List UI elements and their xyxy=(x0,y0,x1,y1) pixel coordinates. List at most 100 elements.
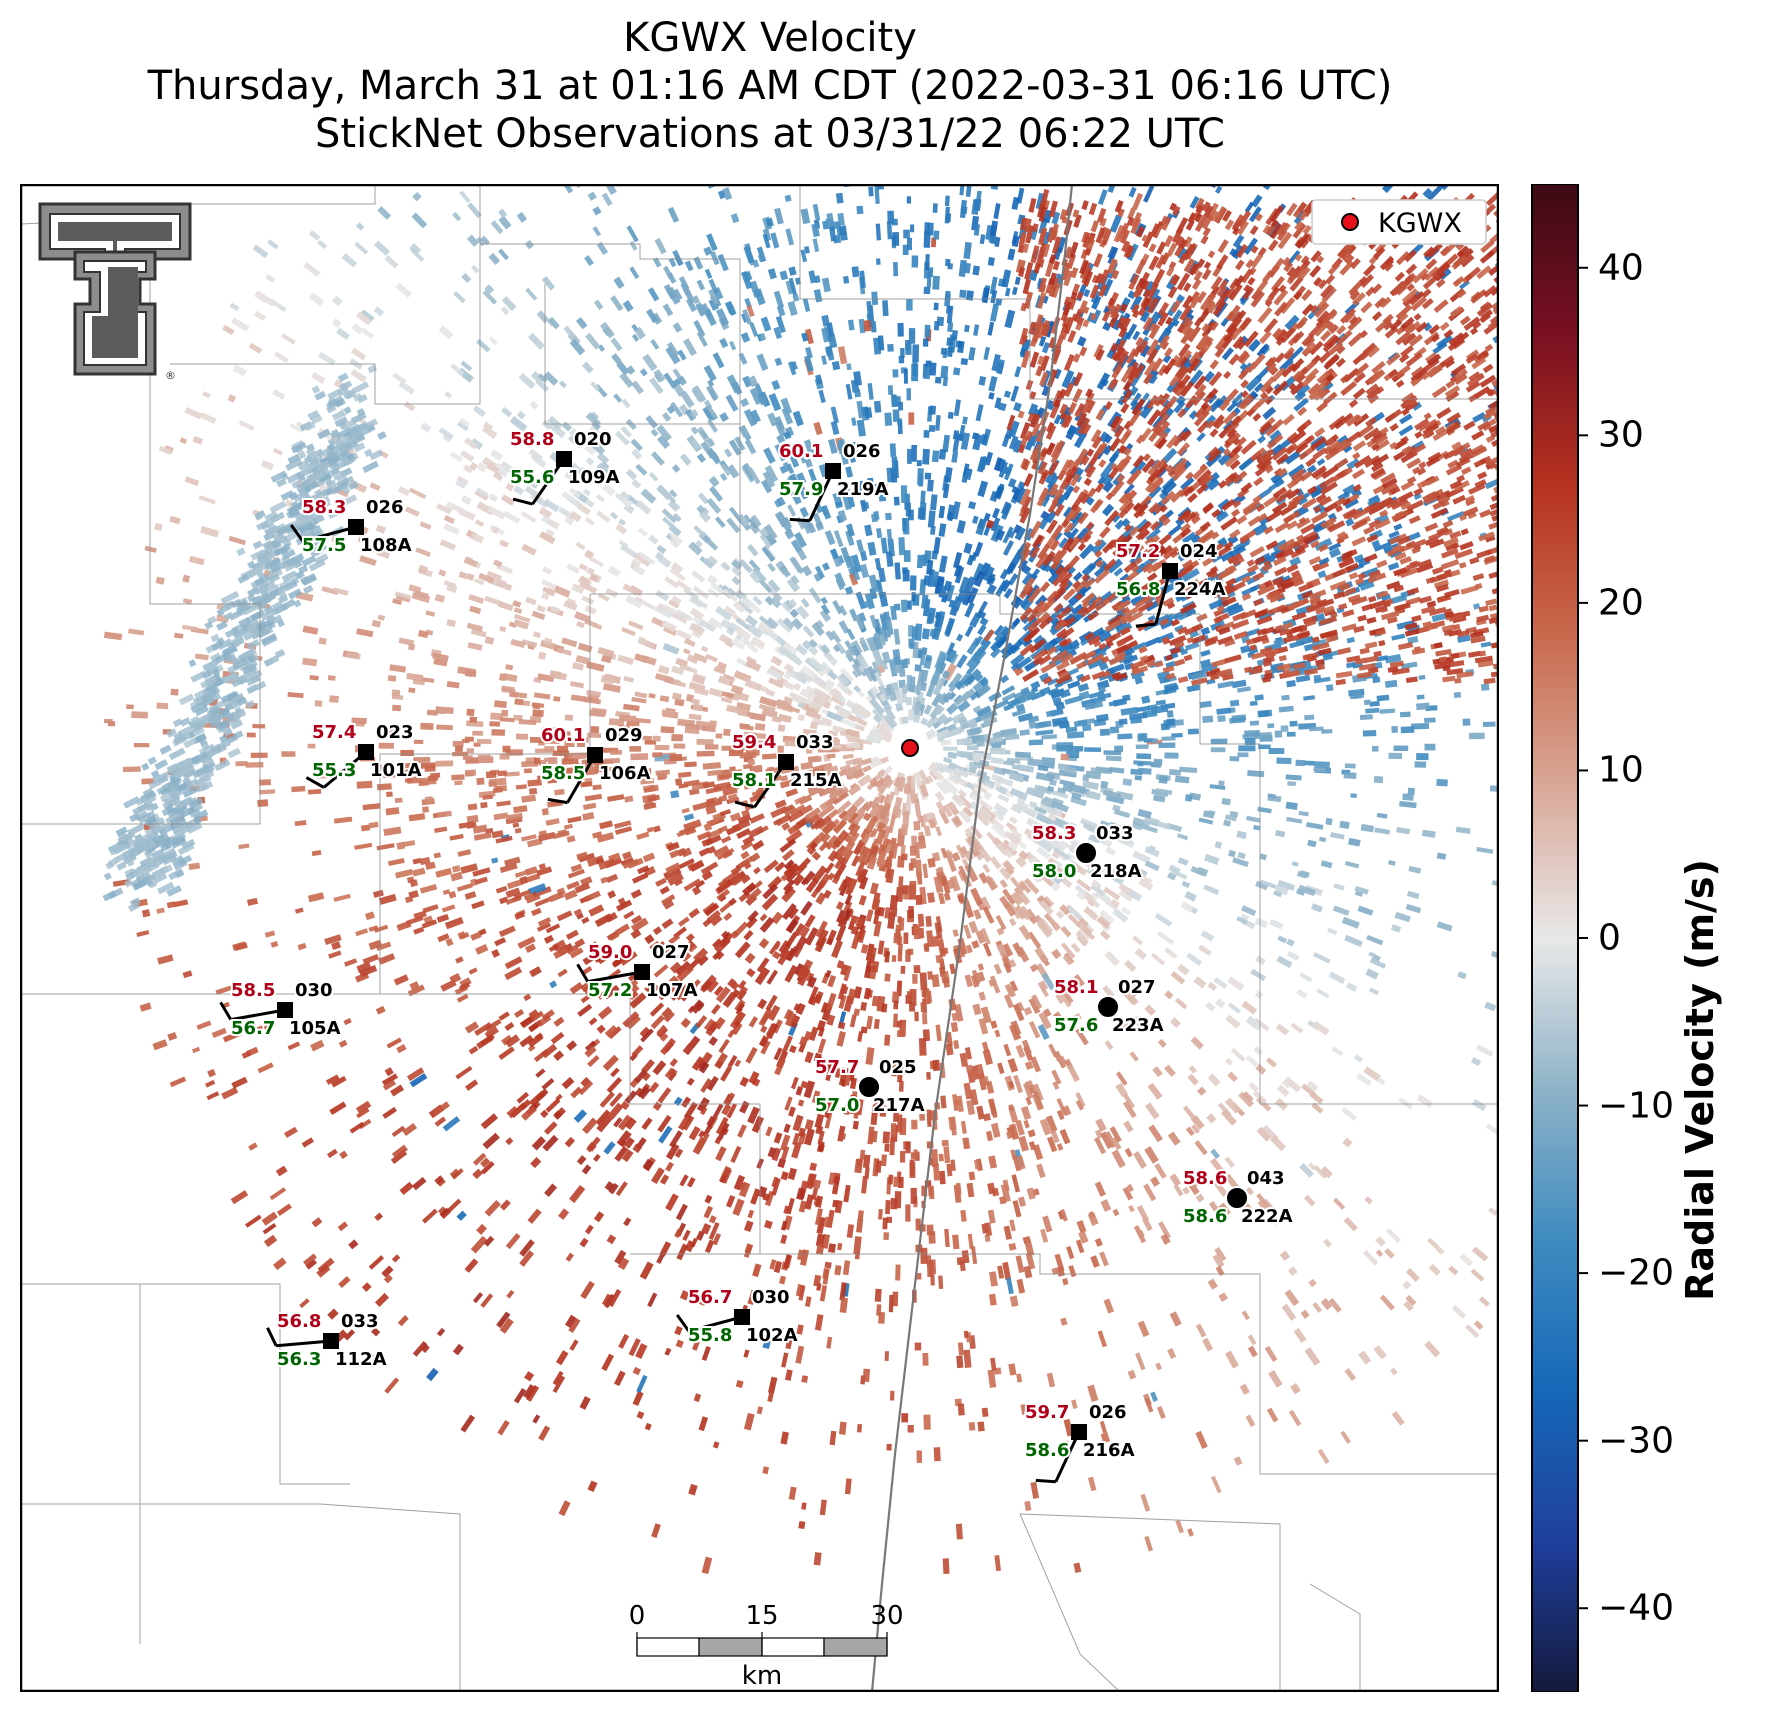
wind-barb-flag-icon xyxy=(576,963,590,983)
station-id: 043 xyxy=(1247,1168,1285,1189)
colorbar-tick-label: 20 xyxy=(1598,582,1644,624)
wind-barb-icon xyxy=(688,1315,743,1333)
station-temperature: 59.7 xyxy=(1025,1402,1069,1423)
station-square-icon xyxy=(1162,563,1178,579)
station-id: 026 xyxy=(1089,1402,1127,1423)
station-code: 222A xyxy=(1241,1206,1293,1227)
station-106A[interactable]: 60.1 029 58.5 106A xyxy=(539,723,653,805)
station-224A[interactable]: 57.2 024 56.8 224A xyxy=(1114,539,1228,628)
station-temperature: 57.7 xyxy=(815,1057,859,1078)
station-temperature: 59.4 xyxy=(732,732,776,753)
station-101A[interactable]: 57.4 023 55.3 101A xyxy=(305,720,424,789)
station-square-icon xyxy=(587,747,603,763)
title-line-3: StickNet Observations at 03/31/22 06:22 … xyxy=(315,111,1225,157)
wind-barb-icon xyxy=(230,1008,286,1022)
station-id: 023 xyxy=(376,722,414,743)
station-square-icon xyxy=(358,744,374,760)
radar-map[interactable]: 58.8 020 55.6 109A 60.1 026 57.9 219A 58.3 026 57.… xyxy=(20,184,1499,1692)
station-112A[interactable]: 56.8 033 56.3 112A xyxy=(266,1309,389,1372)
station-id: 030 xyxy=(752,1287,790,1308)
station-id: 029 xyxy=(605,725,643,746)
station-calm-circle-icon xyxy=(857,1075,881,1099)
station-square-icon xyxy=(734,1309,750,1325)
station-dewpoint: 57.9 xyxy=(779,479,823,500)
station-id: 030 xyxy=(295,980,333,1001)
station-temperature: 58.8 xyxy=(510,429,554,450)
station-109A[interactable]: 58.8 020 55.6 109A xyxy=(508,427,622,506)
station-square-icon xyxy=(277,1002,293,1018)
wind-barb-flag-icon xyxy=(675,1314,691,1333)
wind-barb-icon xyxy=(302,525,357,543)
colorbar-label: Radial Velocity (m/s) xyxy=(1678,859,1722,1301)
station-219A[interactable]: 60.1 026 57.9 219A xyxy=(777,439,891,523)
station-temperature: 60.1 xyxy=(779,441,823,462)
wind-barb-flag-icon xyxy=(289,524,305,543)
station-dewpoint: 58.6 xyxy=(1025,1440,1069,1461)
station-107A[interactable]: 59.0 027 57.2 107A xyxy=(576,940,700,1003)
station-calm-circle-icon xyxy=(1074,841,1098,865)
wind-barb-flag-icon xyxy=(547,797,568,805)
colorbar xyxy=(1531,184,1588,1692)
station-dewpoint: 58.0 xyxy=(1032,861,1076,882)
station-dewpoint: 55.3 xyxy=(312,760,356,781)
station-square-icon xyxy=(556,451,572,467)
station-id: 025 xyxy=(879,1057,917,1078)
scale-unit: km xyxy=(742,1661,782,1691)
station-id: 027 xyxy=(1118,977,1156,998)
station-dewpoint: 57.2 xyxy=(588,980,632,1001)
station-square-icon xyxy=(825,463,841,479)
station-temperature: 58.6 xyxy=(1183,1168,1227,1189)
wind-barb-icon xyxy=(587,970,643,984)
station-222A[interactable]: 58.6 043 58.6 222A xyxy=(1181,1166,1295,1229)
county-boundaries xyxy=(20,184,1499,1692)
station-dewpoint: 58.6 xyxy=(1183,1206,1227,1227)
wind-barb-flag-icon xyxy=(1135,622,1156,628)
station-id: 033 xyxy=(796,732,834,753)
station-calm-circle-icon xyxy=(1096,995,1120,1019)
wind-barb-icon xyxy=(1054,1431,1081,1483)
legend-marker-icon xyxy=(1341,213,1359,231)
map-frame xyxy=(20,184,1499,1692)
station-dewpoint: 55.6 xyxy=(510,467,554,488)
colorbar-tick-label: −30 xyxy=(1598,1420,1674,1462)
title-line-2: Thursday, March 31 at 01:16 AM CDT (2022… xyxy=(147,63,1393,109)
station-code: 105A xyxy=(289,1018,341,1039)
legend-box: KGWX xyxy=(1311,199,1487,245)
station-dewpoint: 56.3 xyxy=(277,1349,321,1370)
station-218A[interactable]: 58.3 033 58.0 218A xyxy=(1030,821,1144,884)
colorbar-tick-label: 40 xyxy=(1598,247,1644,289)
station-code: 219A xyxy=(837,479,889,500)
wind-barb-icon xyxy=(1154,570,1172,625)
scale-bar: 0 15 30 km xyxy=(629,1601,904,1691)
wind-barb-flag-icon xyxy=(219,1001,233,1021)
station-dewpoint: 57.6 xyxy=(1054,1015,1098,1036)
sticknet-stations[interactable]: 58.8 020 55.6 109A 60.1 026 57.9 219A 58.3 026 57.… xyxy=(219,427,1295,1484)
colorbar-tick-label: −20 xyxy=(1598,1252,1674,1294)
station-temperature: 56.8 xyxy=(277,1311,321,1332)
scale-label-30: 30 xyxy=(870,1601,903,1631)
station-215A[interactable]: 59.4 033 58.1 215A xyxy=(730,730,844,809)
wind-barb-flag-icon xyxy=(266,1327,278,1347)
station-105A[interactable]: 58.5 030 56.7 105A xyxy=(219,978,343,1041)
station-id: 033 xyxy=(341,1311,379,1332)
station-id: 027 xyxy=(652,942,690,963)
wind-barb-flag-icon xyxy=(512,497,533,506)
station-102A[interactable]: 56.7 030 55.8 102A xyxy=(675,1285,800,1348)
station-code: 106A xyxy=(599,763,651,784)
radar-site-marker[interactable] xyxy=(897,735,923,761)
station-dewpoint: 57.5 xyxy=(302,535,346,556)
station-216A[interactable]: 59.7 026 58.6 216A xyxy=(1023,1400,1137,1484)
station-square-icon xyxy=(1071,1424,1087,1440)
station-code: 108A xyxy=(360,535,412,556)
colorbar-tick-label: 30 xyxy=(1598,414,1644,456)
station-108A[interactable]: 58.3 026 57.5 108A xyxy=(289,495,414,558)
station-217A[interactable]: 57.7 025 57.0 217A xyxy=(813,1055,927,1118)
colorbar-tick-label: −10 xyxy=(1598,1085,1674,1127)
station-code: 217A xyxy=(873,1095,925,1116)
station-id: 033 xyxy=(1096,823,1134,844)
station-code: 215A xyxy=(790,770,842,791)
station-223A[interactable]: 58.1 027 57.6 223A xyxy=(1052,975,1166,1038)
station-code: 102A xyxy=(746,1325,798,1346)
station-code: 112A xyxy=(335,1349,387,1370)
station-id: 026 xyxy=(843,441,881,462)
